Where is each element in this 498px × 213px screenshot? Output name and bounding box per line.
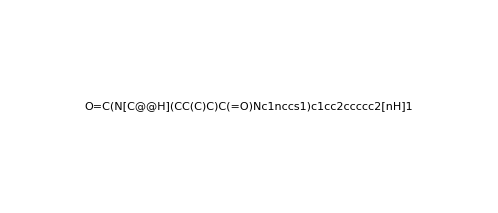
Text: O=C(N[C@@H](CC(C)C)C(=O)Nc1nccs1)c1cc2ccccc2[nH]1: O=C(N[C@@H](CC(C)C)C(=O)Nc1nccs1)c1cc2cc… (85, 102, 413, 111)
